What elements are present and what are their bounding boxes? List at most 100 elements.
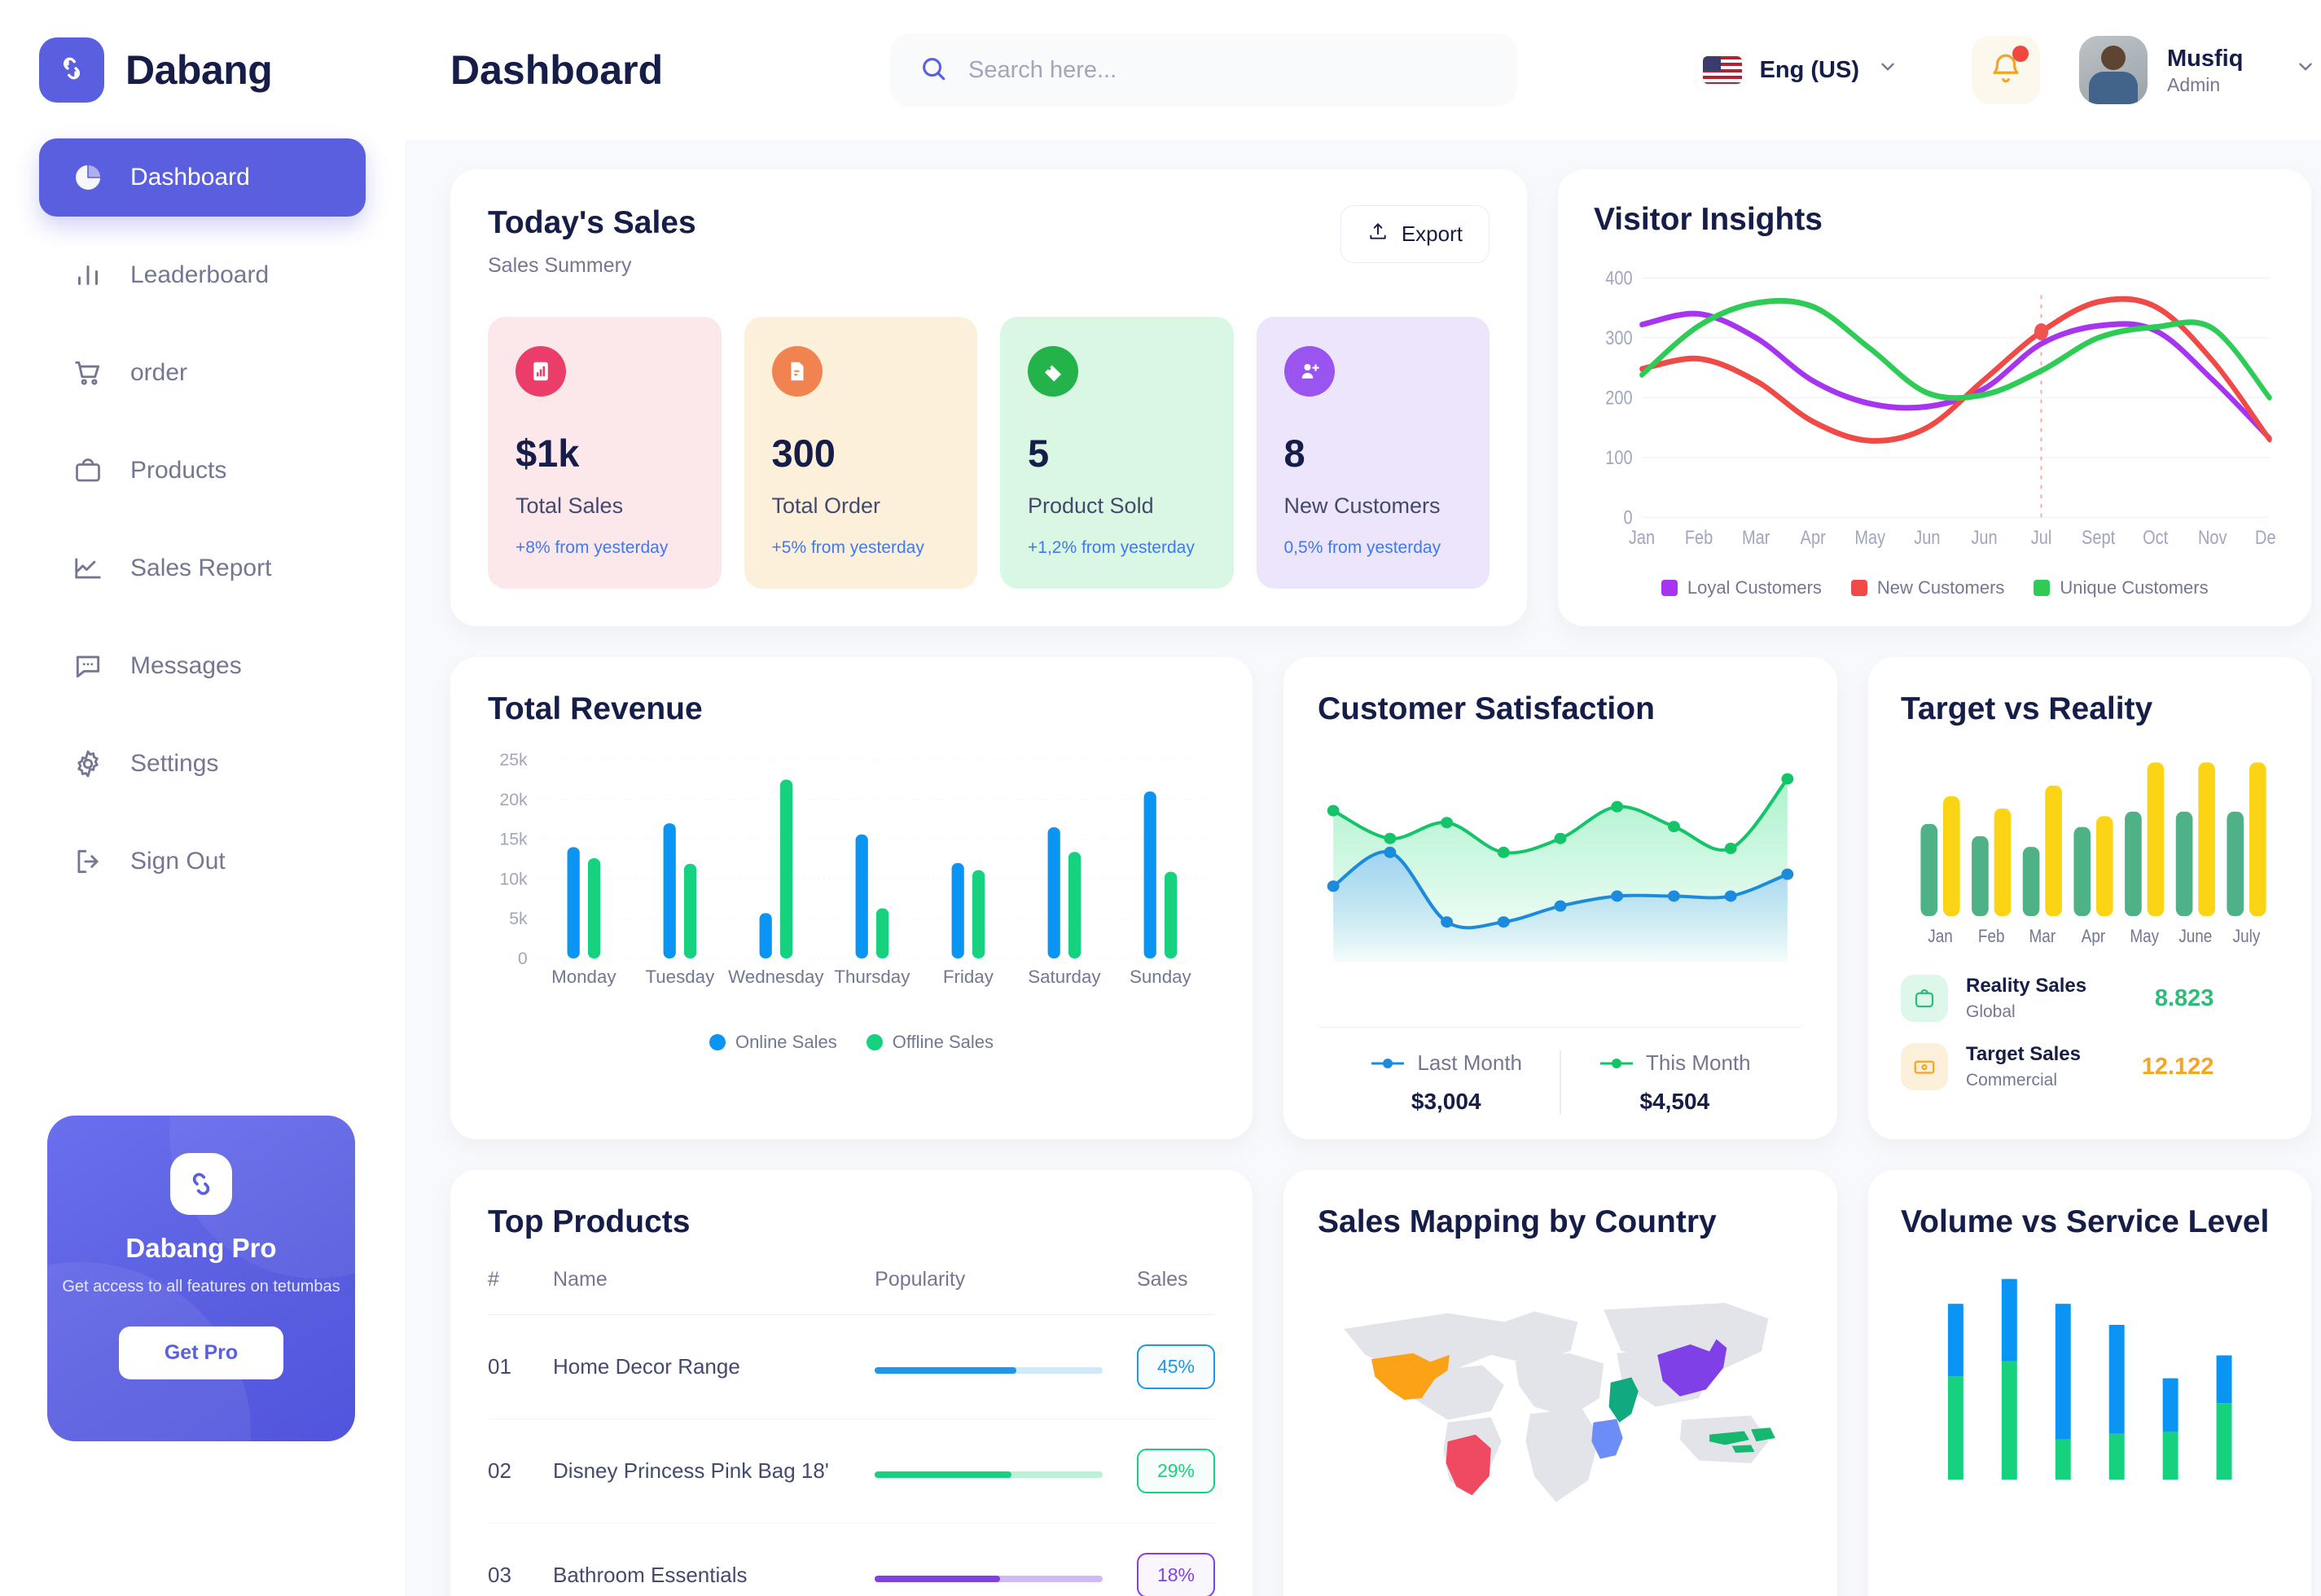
legend-swatch [709,1034,726,1050]
stat-delta: +1,2% from yesterday [1028,538,1195,557]
sidebar-item-order[interactable]: order [39,334,366,412]
stacked-bar-chart-svg [1947,1278,2232,1480]
country-dr-congo[interactable] [1591,1418,1623,1459]
sidebar-item-label: Sales Report [130,555,272,581]
popularity-bar [875,1576,1103,1582]
stat-value: 5 [1028,432,1050,475]
pro-title: Dabang Pro [125,1233,277,1263]
total-revenue-card: Total Revenue 0 5k 10k 15k 20k 25k Monday Tuesd… [450,657,1253,1139]
legend-item[interactable]: Loyal Customers [1661,577,1822,598]
stat-card-product-sold[interactable]: 5 Product Sold +1,2% from yesterday [1000,317,1234,589]
user-role: Admin [2167,73,2221,95]
svg-text:Mar: Mar [1742,526,1770,548]
notification-badge [2012,46,2029,62]
svg-text:Des: Des [2255,526,2275,548]
table-row[interactable]: 03 Bathroom Essentials 18% [488,1523,1215,1596]
ticket-icon [1901,1043,1948,1090]
get-pro-button[interactable]: Get Pro [118,1326,284,1379]
svg-text:25k: 25k [499,751,528,770]
sidebar-item-label: Leaderboard [130,261,270,288]
country-china[interactable] [1657,1339,1727,1396]
popularity-fill [875,1576,1001,1582]
cell-sales: 29% [1137,1418,1215,1524]
sidebar-item-sign-out[interactable]: Sign Out [39,822,366,901]
table-row[interactable]: 01 Home Decor Range 45% [488,1314,1215,1419]
legend-this-month: This Month $4,504 [1561,1050,1788,1115]
world-map[interactable] [1318,1265,1803,1558]
stat-delta: +8% from yesterday [516,538,669,557]
svg-text:Sept: Sept [2082,526,2116,548]
revenue-legend: Online Sales Offline Sales [488,1032,1215,1053]
popularity-fill [875,1367,1016,1374]
svg-text:Monday: Monday [551,967,616,987]
sidebar-item-dashboard[interactable]: Dashboard [39,138,366,217]
total-revenue-chart: 0 5k 10k 15k 20k 25k Monday Tuesday Wednesday Thu… [488,748,1215,1017]
sidebar-item-sales-report[interactable]: Sales Report [39,529,366,607]
language-selector[interactable]: Eng (US) [1702,56,1898,84]
svg-text:Feb: Feb [1685,526,1713,548]
country-saudi-arabia[interactable] [1608,1377,1639,1423]
cell-name: Home Decor Range [553,1314,875,1419]
cell-number: 02 [488,1418,554,1524]
legend-label: Offline Sales [892,1032,994,1052]
stat-label: Total Sales [516,493,624,518]
target-vs-reality-chart: Jan Feb Mar Apr May June July [1901,747,2279,950]
column-header-number: # [488,1268,554,1315]
legend-item[interactable]: New Customers [1850,577,2005,598]
legend-label: Reality Sales [1966,975,2087,997]
legend-item[interactable]: Unique Customers [2034,577,2209,598]
sidebar-item-leaderboard[interactable]: Leaderboard [39,236,366,314]
svg-text:Saturday: Saturday [1028,967,1101,987]
stat-label: New Customers [1283,493,1441,518]
visitor-legend: Loyal Customers New Customers Unique Cus… [1594,577,2275,598]
tag-icon [1028,346,1078,397]
stat-card-new-customers[interactable]: 8 New Customers 0,5% from yesterday [1256,317,1490,589]
country-indonesia[interactable] [1709,1427,1775,1454]
svg-text:0: 0 [1623,506,1632,528]
svg-text:400: 400 [1605,267,1632,289]
search-bar[interactable] [890,33,1517,107]
sidebar-item-messages[interactable]: Messages [39,627,366,705]
export-button[interactable]: Export [1340,205,1490,263]
language-label: Eng (US) [1759,56,1859,83]
table-row[interactable]: 02 Disney Princess Pink Bag 18' 29% [488,1418,1215,1524]
top-products-card: Top Products # Name Popularity Sales 01 H… [450,1170,1253,1596]
svg-text:May: May [2130,927,2159,947]
svg-text:Thursday: Thursday [834,967,910,987]
svg-text:300: 300 [1605,327,1632,349]
stat-card-total-sales[interactable]: $1k Total Sales +8% from yesterday [488,317,722,589]
legend-label: New Customers [1876,577,2005,598]
card-title: Today's Sales [488,205,696,240]
dollar-link-icon [55,52,88,89]
invoice-icon [771,346,823,397]
chevron-down-icon[interactable] [1877,56,1898,84]
legend-item[interactable]: Online Sales [709,1032,837,1053]
user-menu[interactable]: Musfiq Admin [2079,36,2316,104]
stat-value: 300 [771,432,836,475]
legend-sublabel: Commercial [1966,1071,2058,1090]
card-title: Visitor Insights [1594,202,1823,237]
legend-label: Online Sales [735,1032,837,1052]
visitor-insights-chart: 400 300 200 100 0 Jan Feb Mar Apr May Jun Jun Jul Sep… [1594,259,2284,572]
bar-chart-svg: Jan Feb Mar Apr May June July [1920,762,2266,947]
svg-text:Tuesday: Tuesday [645,967,715,987]
stat-card-total-order[interactable]: 300 Total Order +5% from yesterday [744,317,977,589]
brand-logo [39,37,104,103]
chevron-down-icon[interactable] [2295,56,2316,84]
legend-reality-sales: Reality Sales Global 8.823 [1901,975,2279,1022]
brand-name: Dabang [125,47,273,93]
search-input[interactable] [968,56,1488,84]
legend-item[interactable]: Offline Sales [866,1032,994,1053]
cell-popularity [875,1523,1137,1596]
sidebar-item-settings[interactable]: Settings [39,725,366,803]
brand[interactable]: Dabang [0,0,405,103]
popularity-bar [875,1367,1103,1374]
area-chart-svg [1327,773,1794,962]
notifications-button[interactable] [1972,36,2040,104]
card-subtitle: Sales Summery [488,254,632,277]
customer-satisfaction-card: Customer Satisfaction Last Month [1283,657,1837,1139]
country-united-states[interactable] [1371,1353,1450,1401]
sidebar-item-products[interactable]: Products [39,432,366,510]
svg-text:Jan: Jan [1928,927,1952,947]
country-brazil[interactable] [1446,1434,1491,1496]
